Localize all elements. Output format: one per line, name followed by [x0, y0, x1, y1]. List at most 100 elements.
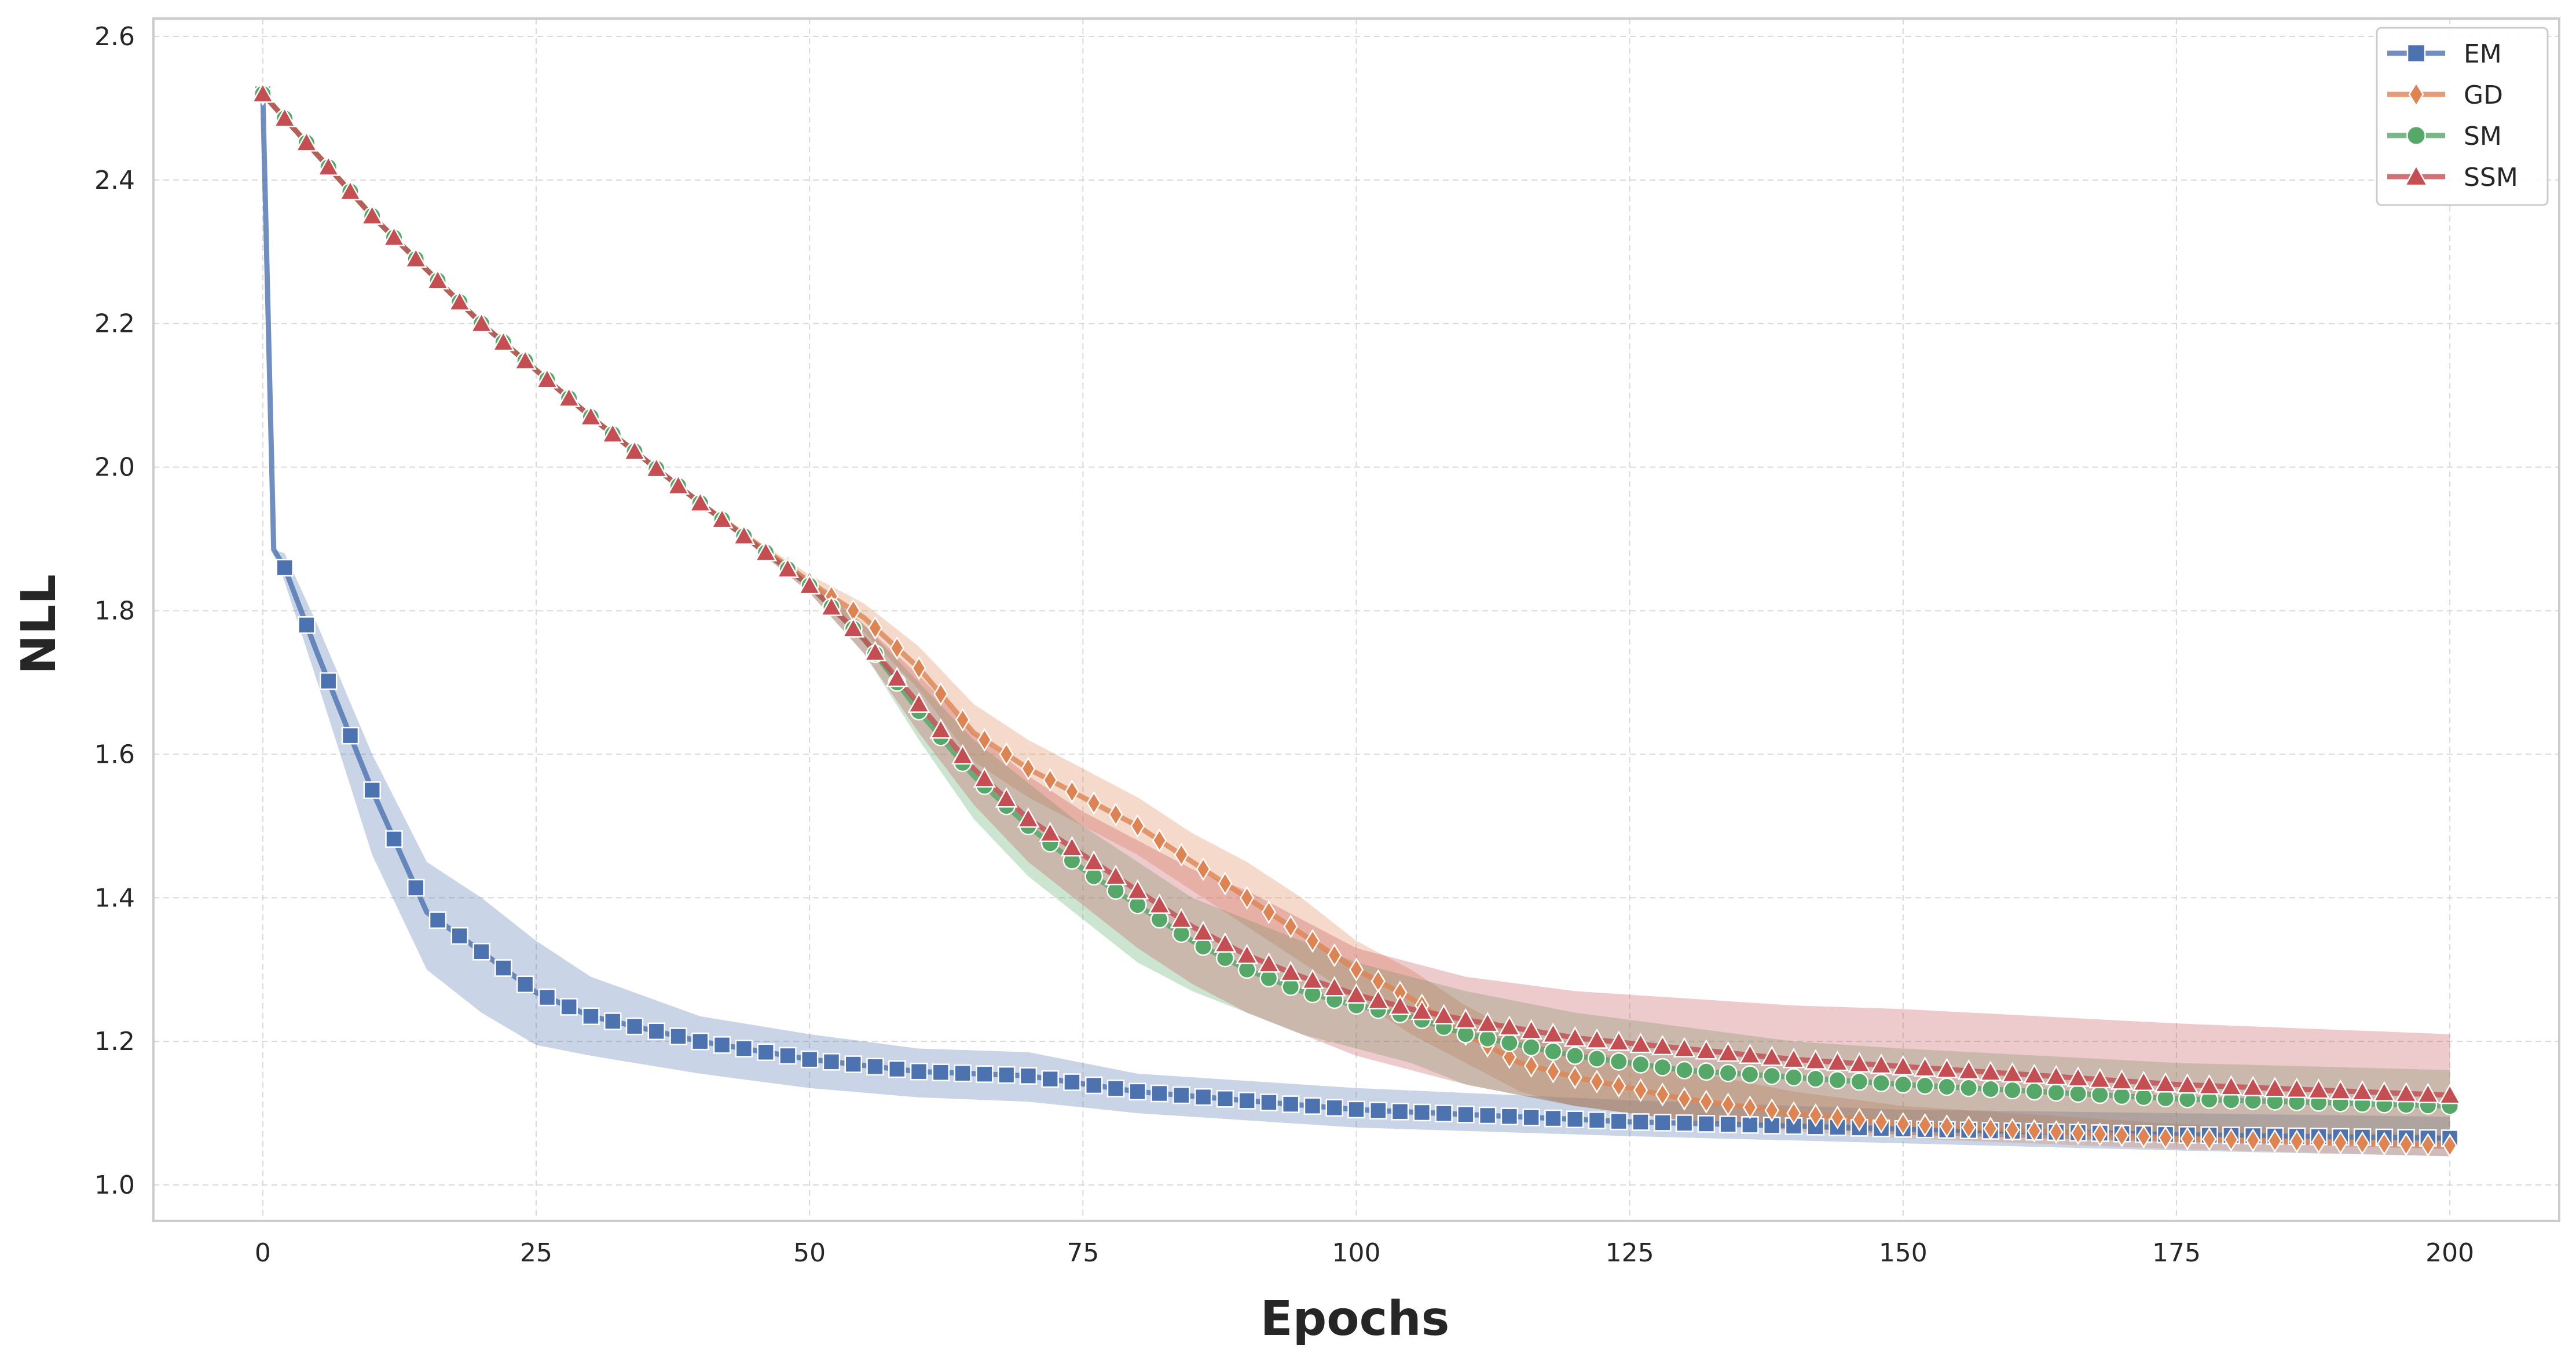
ssm-point — [1520, 1019, 1543, 1040]
ssm-point — [1585, 1028, 1608, 1049]
gd-point — [2027, 1118, 2042, 1143]
gd-point — [1655, 1082, 1670, 1107]
em-point — [516, 975, 534, 993]
ssm-point — [1541, 1022, 1565, 1044]
ssm-point — [1563, 1026, 1586, 1047]
gd-point — [2005, 1118, 2020, 1142]
ssm-point — [1279, 961, 1302, 982]
em-point — [1325, 1099, 1343, 1117]
ssm-point — [798, 574, 821, 595]
gd-point — [2355, 1131, 2370, 1155]
gd-point — [867, 616, 883, 640]
em-point — [385, 830, 403, 848]
sm-point — [1544, 1042, 1563, 1061]
gd-point — [1961, 1115, 1976, 1140]
ssm-point — [1957, 1059, 1980, 1080]
ssm-point — [2198, 1074, 2221, 1095]
ssm-point — [1301, 968, 1324, 990]
sm-point — [1893, 1075, 1912, 1094]
em-point — [647, 1022, 666, 1041]
legend[interactable]: EM GD SM SSM — [2376, 27, 2549, 206]
sm-point — [2003, 1081, 2022, 1100]
gd-point — [933, 682, 948, 706]
ssm-point — [863, 641, 887, 661]
sm-point — [2069, 1084, 2087, 1103]
gd-point — [1852, 1107, 1867, 1132]
em-point — [691, 1032, 709, 1051]
ssm-point — [339, 180, 362, 200]
em-point — [1194, 1088, 1212, 1106]
y-tick-label: 1.6 — [94, 740, 135, 769]
em-point — [625, 1017, 644, 1036]
ssm-point — [842, 617, 865, 638]
ssm-point — [2022, 1063, 2046, 1084]
ssm-point — [1804, 1049, 1827, 1070]
gd-point — [1786, 1101, 1801, 1125]
x-tick-label: 75 — [1067, 1238, 1099, 1268]
sm-point — [2047, 1083, 2066, 1102]
grid-lines — [153, 19, 2559, 1221]
legend-label: SM — [2464, 122, 2502, 151]
x-tick-label: 25 — [520, 1238, 552, 1268]
sm-point — [2112, 1086, 2131, 1106]
gd-point — [1611, 1074, 1626, 1098]
sm-point — [1959, 1078, 1978, 1097]
ssm-point — [1651, 1034, 1674, 1056]
ssm-point — [1476, 1012, 1499, 1033]
ssm-point — [2373, 1081, 2396, 1102]
ssm-point — [317, 155, 340, 176]
ssm-point — [1913, 1056, 1937, 1077]
legend-marker-diamond — [2408, 82, 2424, 107]
sm-point — [1937, 1077, 1956, 1096]
gd-point — [1764, 1098, 1779, 1122]
em-point — [757, 1043, 775, 1061]
ssm-point — [754, 541, 778, 562]
ssm-point — [514, 349, 537, 370]
ssm-point — [2001, 1062, 2024, 1083]
em-point — [319, 672, 338, 690]
ssm-point — [732, 524, 756, 545]
legend-item-ssm[interactable]: SSM — [2387, 163, 2518, 192]
sm-point — [2090, 1085, 2109, 1104]
y-tick-label: 2.4 — [94, 166, 135, 195]
gd-point — [2180, 1126, 2195, 1151]
ssm-point — [2307, 1078, 2331, 1099]
em-point — [735, 1040, 753, 1058]
legend-item-gd[interactable]: GD — [2387, 81, 2503, 110]
sm-point — [1588, 1049, 1606, 1068]
em-point — [1216, 1090, 1234, 1108]
em-point — [1041, 1070, 1059, 1088]
ssm-point — [2088, 1067, 2112, 1089]
sm-point — [1653, 1058, 1672, 1077]
em-point — [1632, 1113, 1650, 1131]
ssm-point — [1826, 1051, 1849, 1071]
em-point — [954, 1064, 972, 1082]
gd-point — [1720, 1092, 1736, 1117]
legend-item-sm[interactable]: SM — [2387, 122, 2502, 151]
ssm-point — [2110, 1069, 2134, 1090]
gd-point — [2267, 1129, 2282, 1153]
ssm-markers — [251, 82, 2461, 1104]
sm-point — [1850, 1072, 1869, 1091]
ssm-point — [2241, 1075, 2264, 1096]
em-point — [1719, 1115, 1737, 1133]
sm-point — [1522, 1038, 1541, 1057]
gd-point — [2093, 1122, 2108, 1147]
gd-point — [1327, 943, 1342, 968]
em-point — [1457, 1106, 1475, 1124]
em-point — [1588, 1111, 1606, 1129]
legend-item-em[interactable]: EM — [2387, 39, 2502, 69]
ssm-point — [1148, 893, 1171, 914]
ssm-point — [1935, 1058, 1958, 1078]
sm-point — [1981, 1080, 2000, 1099]
em-point — [779, 1047, 797, 1065]
ssm-point — [929, 718, 952, 739]
em-point — [582, 1007, 600, 1026]
gd-point — [2245, 1128, 2260, 1153]
ssm-point — [2416, 1082, 2439, 1103]
ssm-point — [2044, 1064, 2068, 1086]
y-tick-label: 1.8 — [94, 597, 135, 626]
ssm-point — [273, 107, 296, 127]
ssm-point — [907, 692, 930, 713]
